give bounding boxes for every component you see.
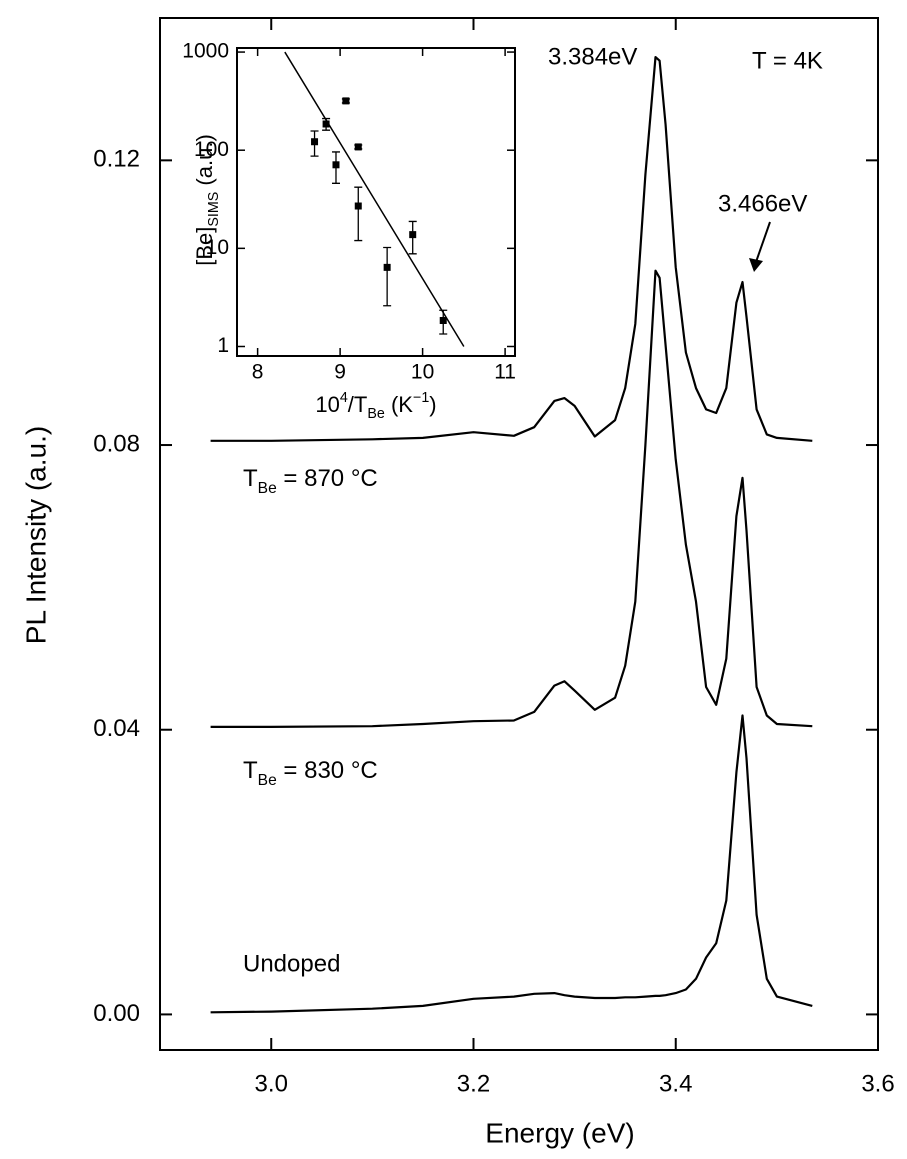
x-tick-label: 3.0 [255,1070,288,1097]
data-point [342,97,350,105]
data-point [332,161,340,169]
series-label: TBe = 830 °C [243,757,378,788]
y-axis-label: PL Intensity (a.u.) [20,426,51,644]
text-part: [Be] [192,227,217,266]
y-tick-label: 100 [194,138,229,161]
y-tick-label: 0.12 [93,146,140,173]
x-axis-label: 104/TBe (K−1) [315,390,436,422]
arrow-head [749,258,763,272]
data-point [409,231,417,239]
x-axis-label: Energy (eV) [485,1117,634,1148]
plot-frame [159,17,879,1051]
data-point [354,143,362,151]
annotation: 3.384eV [548,43,637,70]
data-point [311,138,319,146]
data-point [383,263,391,271]
text-part: −1 [413,390,429,406]
x-tick-label: 3.6 [861,1070,894,1097]
series-line [210,56,813,442]
error-bar [383,246,392,307]
text-part: = 870 °C [277,465,378,492]
y-axis-label: [Be]SIMS (a.u.) [192,134,222,266]
y-tick-label: 1000 [182,40,229,63]
text-part: Be [258,480,277,497]
data-point [439,316,447,324]
text-part: Be [258,772,277,789]
x-tick-label: 3.2 [457,1070,490,1097]
annotation: T = 4K [752,47,823,74]
y-tick-label: 10 [206,236,229,259]
text-part: SIMS [206,192,222,227]
y-tick-label: 0.08 [93,430,140,457]
text-part: 4 [340,390,348,406]
y-tick-label: 0.04 [93,715,140,742]
y-tick-label: 1 [217,334,229,357]
data-point [322,120,330,128]
annotation: 3.466eV [718,190,807,217]
series-line [210,714,813,1014]
x-tick-label: 11 [494,361,516,384]
x-tick-label: 10 [411,361,434,384]
x-tick-label: 9 [334,361,346,384]
text-part: /T [348,392,368,417]
text-part: (a.u.) [192,134,217,191]
x-tick-label: 8 [252,361,264,384]
data-point [354,202,362,210]
text-part: = 830 °C [277,757,378,784]
x-tick-label: 3.4 [659,1070,692,1097]
arrow [755,221,771,263]
series-label: TBe = 870 °C [243,465,378,496]
text-part: T [243,465,258,492]
text-part: 10 [315,392,339,417]
text-part: T [243,757,258,784]
text-part: Be [367,406,385,422]
fit-line [284,51,465,347]
series-line [210,269,813,728]
series-label: Undoped [243,950,340,977]
error-bar [354,186,363,242]
text-part: ) [429,392,436,417]
text-part: (K [385,392,413,417]
y-tick-label: 0.00 [93,1000,140,1027]
